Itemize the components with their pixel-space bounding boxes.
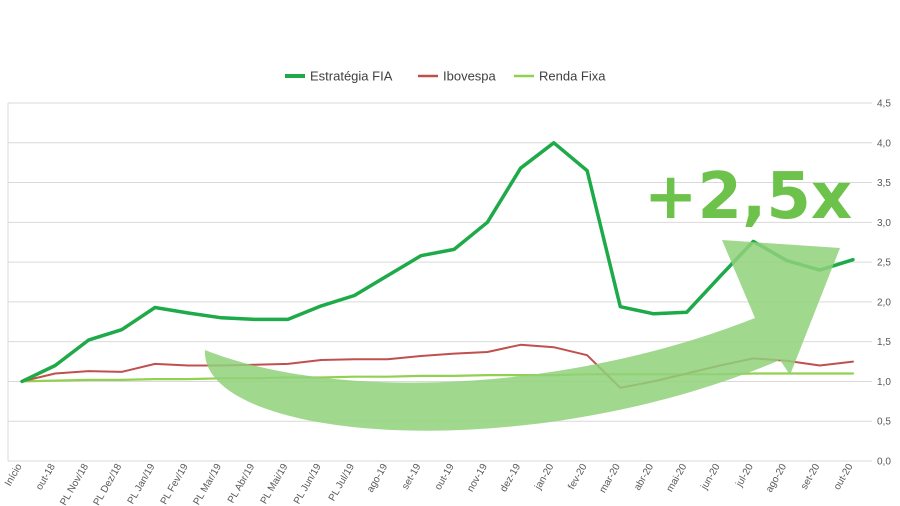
series-line	[20, 141, 855, 384]
x-tick-label: out-19	[433, 462, 457, 492]
x-tick-label: jul-20	[734, 462, 756, 490]
x-tick-label: PL Dez/18	[92, 462, 125, 506]
y-tick-label: 3,5	[877, 178, 891, 189]
y-tick-label: 1,5	[877, 337, 891, 348]
x-tick-label: jan-20	[533, 462, 557, 493]
growth-arrow	[204, 240, 840, 431]
x-tick-label: nov-19	[465, 462, 490, 494]
x-tick-label: dez-19	[498, 462, 523, 494]
legend-label: Ibovespa	[443, 69, 497, 84]
y-tick-label: 0,5	[877, 417, 891, 428]
legend-label: Estratégia FIA	[310, 69, 393, 84]
x-tick-label: PL Jun/19	[292, 462, 324, 506]
x-tick-label: fev-20	[566, 462, 590, 492]
x-tick-label: set-20	[799, 462, 823, 492]
x-tick-label: PL Mai/19	[259, 462, 291, 506]
x-tick-label: PL Fev/19	[159, 462, 191, 506]
gridlines	[7, 102, 872, 462]
x-tick-label: abr-20	[632, 462, 656, 493]
y-tick-label: 2,0	[877, 297, 891, 308]
x-tick-label: out-18	[34, 462, 58, 492]
y-tick-label: 4,0	[877, 138, 891, 149]
x-tick-label: PL Jan/19	[126, 462, 158, 506]
x-tick-label: set-19	[400, 462, 424, 492]
annotation: +2,5x	[204, 160, 852, 431]
x-tick-label: Início	[3, 462, 25, 489]
x-tick-label: ago-19	[365, 462, 390, 495]
growth-annotation-label: +2,5x	[644, 160, 852, 234]
x-tick-label: out-20	[832, 462, 856, 492]
x-tick-label: PL Mar/19	[192, 462, 225, 506]
legend: Estratégia FIA Ibovespa Renda Fixa	[285, 69, 606, 84]
y-tick-label: 3,0	[877, 218, 891, 229]
y-axis: 0,0 0,5 1,0 1,5 2,0 2,5 3,0 3,5 4,0 4,5	[877, 99, 891, 468]
y-tick-label: 1,0	[877, 377, 891, 388]
x-tick-label: ago-20	[764, 462, 789, 495]
y-tick-label: 0,0	[877, 457, 891, 468]
x-tick-label: PL Abr/19	[226, 462, 258, 506]
y-tick-label: 4,5	[877, 99, 891, 110]
x-axis: Início out-18 PL Nov/18 PL Dez/18 PL Jan/19 P…	[3, 462, 856, 506]
x-tick-label: PL Nov/18	[58, 462, 91, 506]
legend-label: Renda Fixa	[539, 69, 606, 84]
x-tick-label: PL Jul/19	[327, 462, 357, 504]
x-tick-label: mai-20	[665, 462, 690, 494]
x-tick-label: mar-20	[598, 462, 624, 495]
x-tick-label: jun-20	[699, 462, 723, 493]
y-tick-label: 2,5	[877, 258, 891, 269]
